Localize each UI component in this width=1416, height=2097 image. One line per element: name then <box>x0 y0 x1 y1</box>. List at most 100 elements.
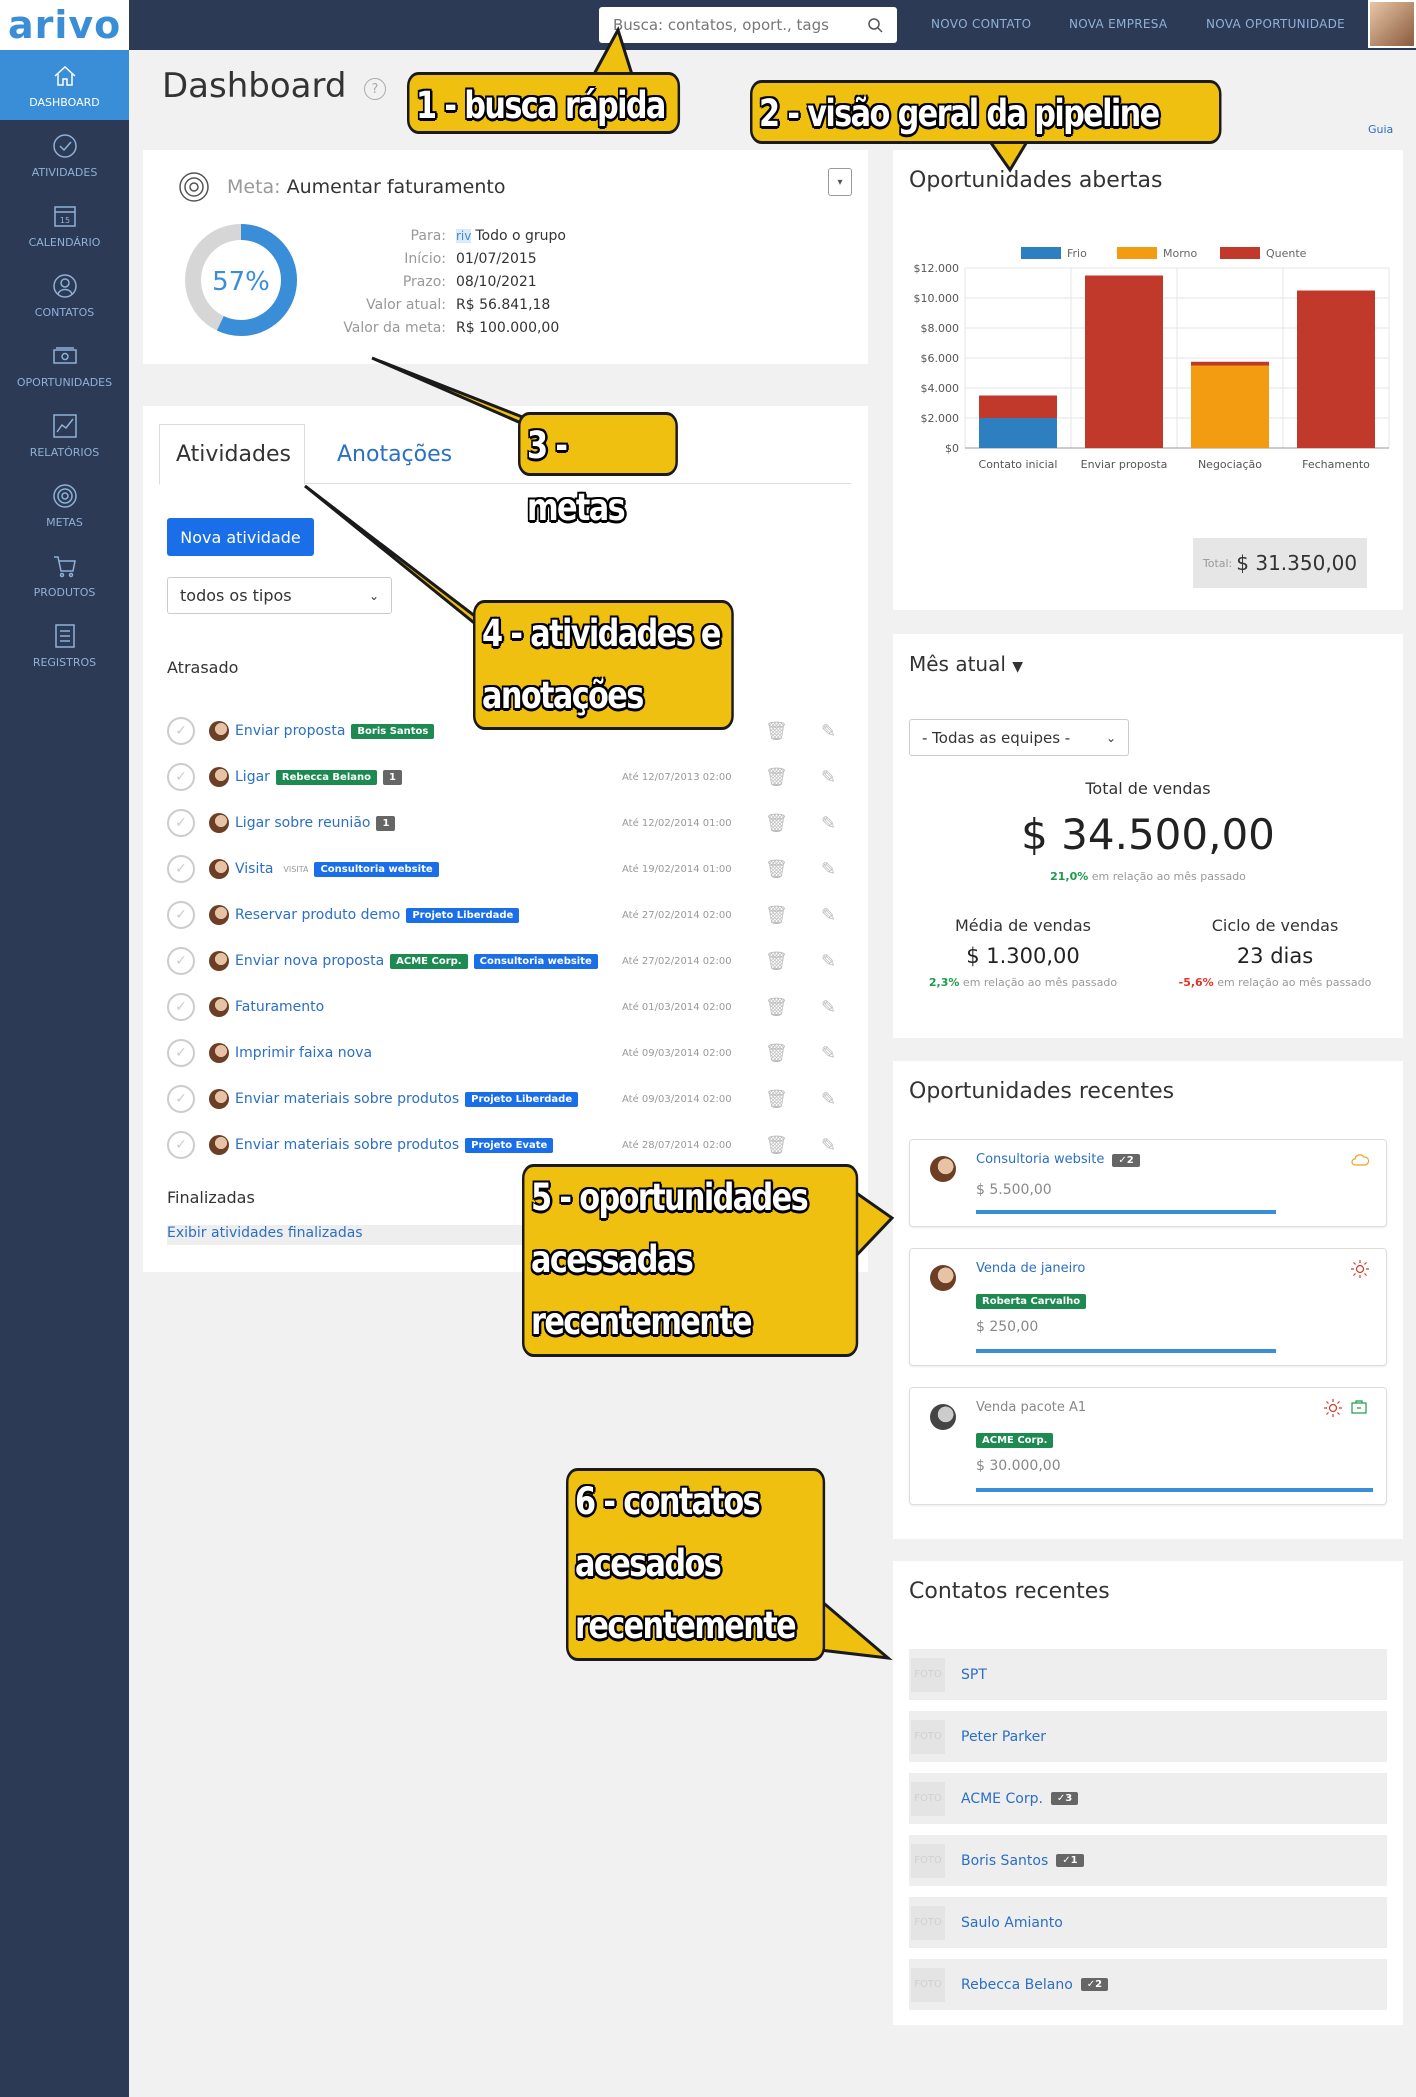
pencil-icon[interactable]: ✎ <box>821 1088 837 1110</box>
trash-icon[interactable]: 🗑 <box>765 1042 788 1064</box>
sidebar-item-metas[interactable]: METAS <box>0 470 129 540</box>
trash-icon[interactable]: 🗑 <box>765 812 788 834</box>
tab-anotacoes[interactable]: Anotações <box>337 442 453 467</box>
help-icon[interactable]: ? <box>364 78 386 100</box>
sidebar-item-contatos[interactable]: CONTATOS <box>0 260 129 330</box>
opportunity-card[interactable]: Venda pacote A1 ACME Corp. $ 30.000,00 <box>909 1387 1387 1505</box>
pencil-icon[interactable]: ✎ <box>821 766 837 788</box>
pencil-icon[interactable]: ✎ <box>821 720 837 742</box>
app-logo[interactable]: arivo <box>0 0 129 50</box>
contact-row[interactable]: FOTO Rebecca Belano ✓2 <box>909 1959 1387 2010</box>
show-done-link[interactable]: Exibir atividades finalizadas <box>167 1225 847 1245</box>
opportunity-name[interactable]: Consultoria website ✓2 <box>976 1152 1140 1167</box>
activity-row[interactable]: ✓ Visita VISITA Consultoria website Até 19/0… <box>167 849 847 889</box>
contact-name[interactable]: Saulo Amianto <box>961 1914 1063 1931</box>
activity-tag[interactable]: Consultoria website <box>473 953 598 969</box>
contact-name[interactable]: SPT <box>961 1666 987 1683</box>
activity-row[interactable]: ✓ Enviar proposta Boris Santos 🗑 ✎ <box>167 711 847 751</box>
trash-icon[interactable]: 🗑 <box>765 1088 788 1110</box>
trash-icon[interactable]: 🗑 <box>765 1134 788 1156</box>
contact-name[interactable]: Rebecca Belano <box>961 1976 1073 1993</box>
trash-icon[interactable]: 🗑 <box>765 996 788 1018</box>
pencil-icon[interactable]: ✎ <box>821 1134 837 1156</box>
activity-name[interactable]: Enviar materiais sobre produtos <box>235 1137 460 1153</box>
sidebar-item-calendario[interactable]: 15 CALENDÁRIO <box>0 190 129 260</box>
activity-type-select[interactable]: todos os tipos ⌄ <box>167 577 392 614</box>
complete-checkbox[interactable]: ✓ <box>167 947 195 975</box>
complete-checkbox[interactable]: ✓ <box>167 1039 195 1067</box>
complete-checkbox[interactable]: ✓ <box>167 717 195 745</box>
activity-row[interactable]: ✓ Enviar materiais sobre produtos Projeto … <box>167 1079 847 1119</box>
complete-checkbox[interactable]: ✓ <box>167 809 195 837</box>
contact-row[interactable]: FOTO Saulo Amianto <box>909 1897 1387 1948</box>
complete-checkbox[interactable]: ✓ <box>167 855 195 883</box>
pencil-icon[interactable]: ✎ <box>821 996 837 1018</box>
activity-row[interactable]: ✓ Ligar sobre reunião 1 Até 12/02/2014 01:0… <box>167 803 847 843</box>
activity-name[interactable]: Enviar nova proposta <box>235 953 385 969</box>
search-input[interactable]: Busca: contatos, oport., tags <box>599 7 897 43</box>
activity-row[interactable]: ✓ Ligar Rebecca Belano 1 Até 12/07/2013 02:0… <box>167 757 847 797</box>
complete-checkbox[interactable]: ✓ <box>167 1131 195 1159</box>
guide-link[interactable]: Guia <box>1368 123 1394 136</box>
activity-tag[interactable]: 1 <box>376 815 396 831</box>
pencil-icon[interactable]: ✎ <box>821 1042 837 1064</box>
sidebar-item-dashboard[interactable]: DASHBOARD <box>0 50 129 120</box>
activity-name[interactable]: Ligar <box>235 769 270 785</box>
activity-name[interactable]: Enviar materiais sobre produtos <box>235 1091 460 1107</box>
activity-tag[interactable]: Rebecca Belano <box>275 769 377 785</box>
complete-checkbox[interactable]: ✓ <box>167 901 195 929</box>
opportunity-card[interactable]: Venda de janeiro Roberta Carvalho $ 250,… <box>909 1248 1387 1366</box>
complete-checkbox[interactable]: ✓ <box>167 763 195 791</box>
activity-name[interactable]: Enviar proposta <box>235 723 346 739</box>
tab-atividades[interactable]: Atividades <box>159 424 305 485</box>
new-opportunity-link[interactable]: NOVA OPORTUNIDADE <box>1206 17 1346 31</box>
activity-tag[interactable]: ACME Corp. <box>390 953 468 969</box>
activity-tag[interactable]: 1 <box>383 769 402 785</box>
pencil-icon[interactable]: ✎ <box>821 812 837 834</box>
activity-row[interactable]: ✓ Faturamento Até 01/03/2014 02:00 🗑 ✎ <box>167 987 847 1027</box>
activity-name[interactable]: Faturamento <box>235 999 325 1015</box>
new-contact-link[interactable]: NOVO CONTATO <box>931 17 1032 31</box>
contact-name[interactable]: Boris Santos <box>961 1852 1049 1869</box>
pencil-icon[interactable]: ✎ <box>821 904 837 926</box>
activity-name[interactable]: Visita <box>235 861 274 877</box>
complete-checkbox[interactable]: ✓ <box>167 993 195 1021</box>
team-select[interactable]: - Todas as equipes - ⌄ <box>909 719 1129 756</box>
sidebar-item-oportunidades[interactable]: OPORTUNIDADES <box>0 330 129 400</box>
sidebar-item-atividades[interactable]: ATIVIDADES <box>0 120 129 190</box>
user-avatar[interactable] <box>1368 0 1416 48</box>
pencil-icon[interactable]: ✎ <box>821 950 837 972</box>
opportunity-name[interactable]: Venda de janeiro <box>976 1261 1086 1276</box>
activity-tag[interactable]: Projeto Evate <box>465 1137 554 1153</box>
contact-name[interactable]: Peter Parker <box>961 1728 1046 1745</box>
trash-icon[interactable]: 🗑 <box>765 858 788 880</box>
contact-row[interactable]: FOTO SPT <box>909 1649 1387 1700</box>
complete-checkbox[interactable]: ✓ <box>167 1085 195 1113</box>
activity-row[interactable]: ✓ Imprimir faixa nova Até 09/03/2014 02:00… <box>167 1033 847 1073</box>
new-company-link[interactable]: NOVA EMPRESA <box>1069 17 1168 31</box>
activity-tag[interactable]: Boris Santos <box>351 723 435 739</box>
contact-name[interactable]: ACME Corp. <box>961 1790 1043 1807</box>
sidebar-item-relatorios[interactable]: RELATÓRIOS <box>0 400 129 470</box>
trash-icon[interactable]: 🗑 <box>765 950 788 972</box>
activity-name[interactable]: Imprimir faixa nova <box>235 1045 373 1061</box>
activity-row[interactable]: ✓ Reservar produto demo Projeto Liberdade A… <box>167 895 847 935</box>
sidebar-item-produtos[interactable]: PRODUTOS <box>0 540 129 610</box>
opportunity-card[interactable]: Consultoria website ✓2 $ 5.500,00 <box>909 1139 1387 1227</box>
contact-row[interactable]: FOTO Peter Parker <box>909 1711 1387 1762</box>
activity-tag[interactable]: Consultoria website <box>314 861 439 877</box>
activity-tag[interactable]: Projeto Liberdade <box>406 907 520 923</box>
new-activity-button[interactable]: Nova atividade <box>167 518 314 556</box>
pencil-icon[interactable]: ✎ <box>821 858 837 880</box>
sidebar-item-registros[interactable]: REGISTROS <box>0 610 129 680</box>
activity-name[interactable]: Reservar produto demo <box>235 907 401 923</box>
month-selector[interactable]: Mês atual ▼ <box>909 652 1023 676</box>
opportunity-name[interactable]: Venda pacote A1 <box>976 1400 1087 1415</box>
trash-icon[interactable]: 🗑 <box>765 766 788 788</box>
trash-icon[interactable]: 🗑 <box>765 720 788 742</box>
activity-row[interactable]: ✓ Enviar materiais sobre produtos Projeto … <box>167 1125 847 1165</box>
goal-dropdown-button[interactable]: ▾ <box>828 168 852 196</box>
activity-tag[interactable]: Projeto Liberdade <box>465 1091 579 1107</box>
activity-name[interactable]: Ligar sobre reunião <box>235 815 371 831</box>
activity-row[interactable]: ✓ Enviar nova proposta ACME Corp. Consultor… <box>167 941 847 981</box>
